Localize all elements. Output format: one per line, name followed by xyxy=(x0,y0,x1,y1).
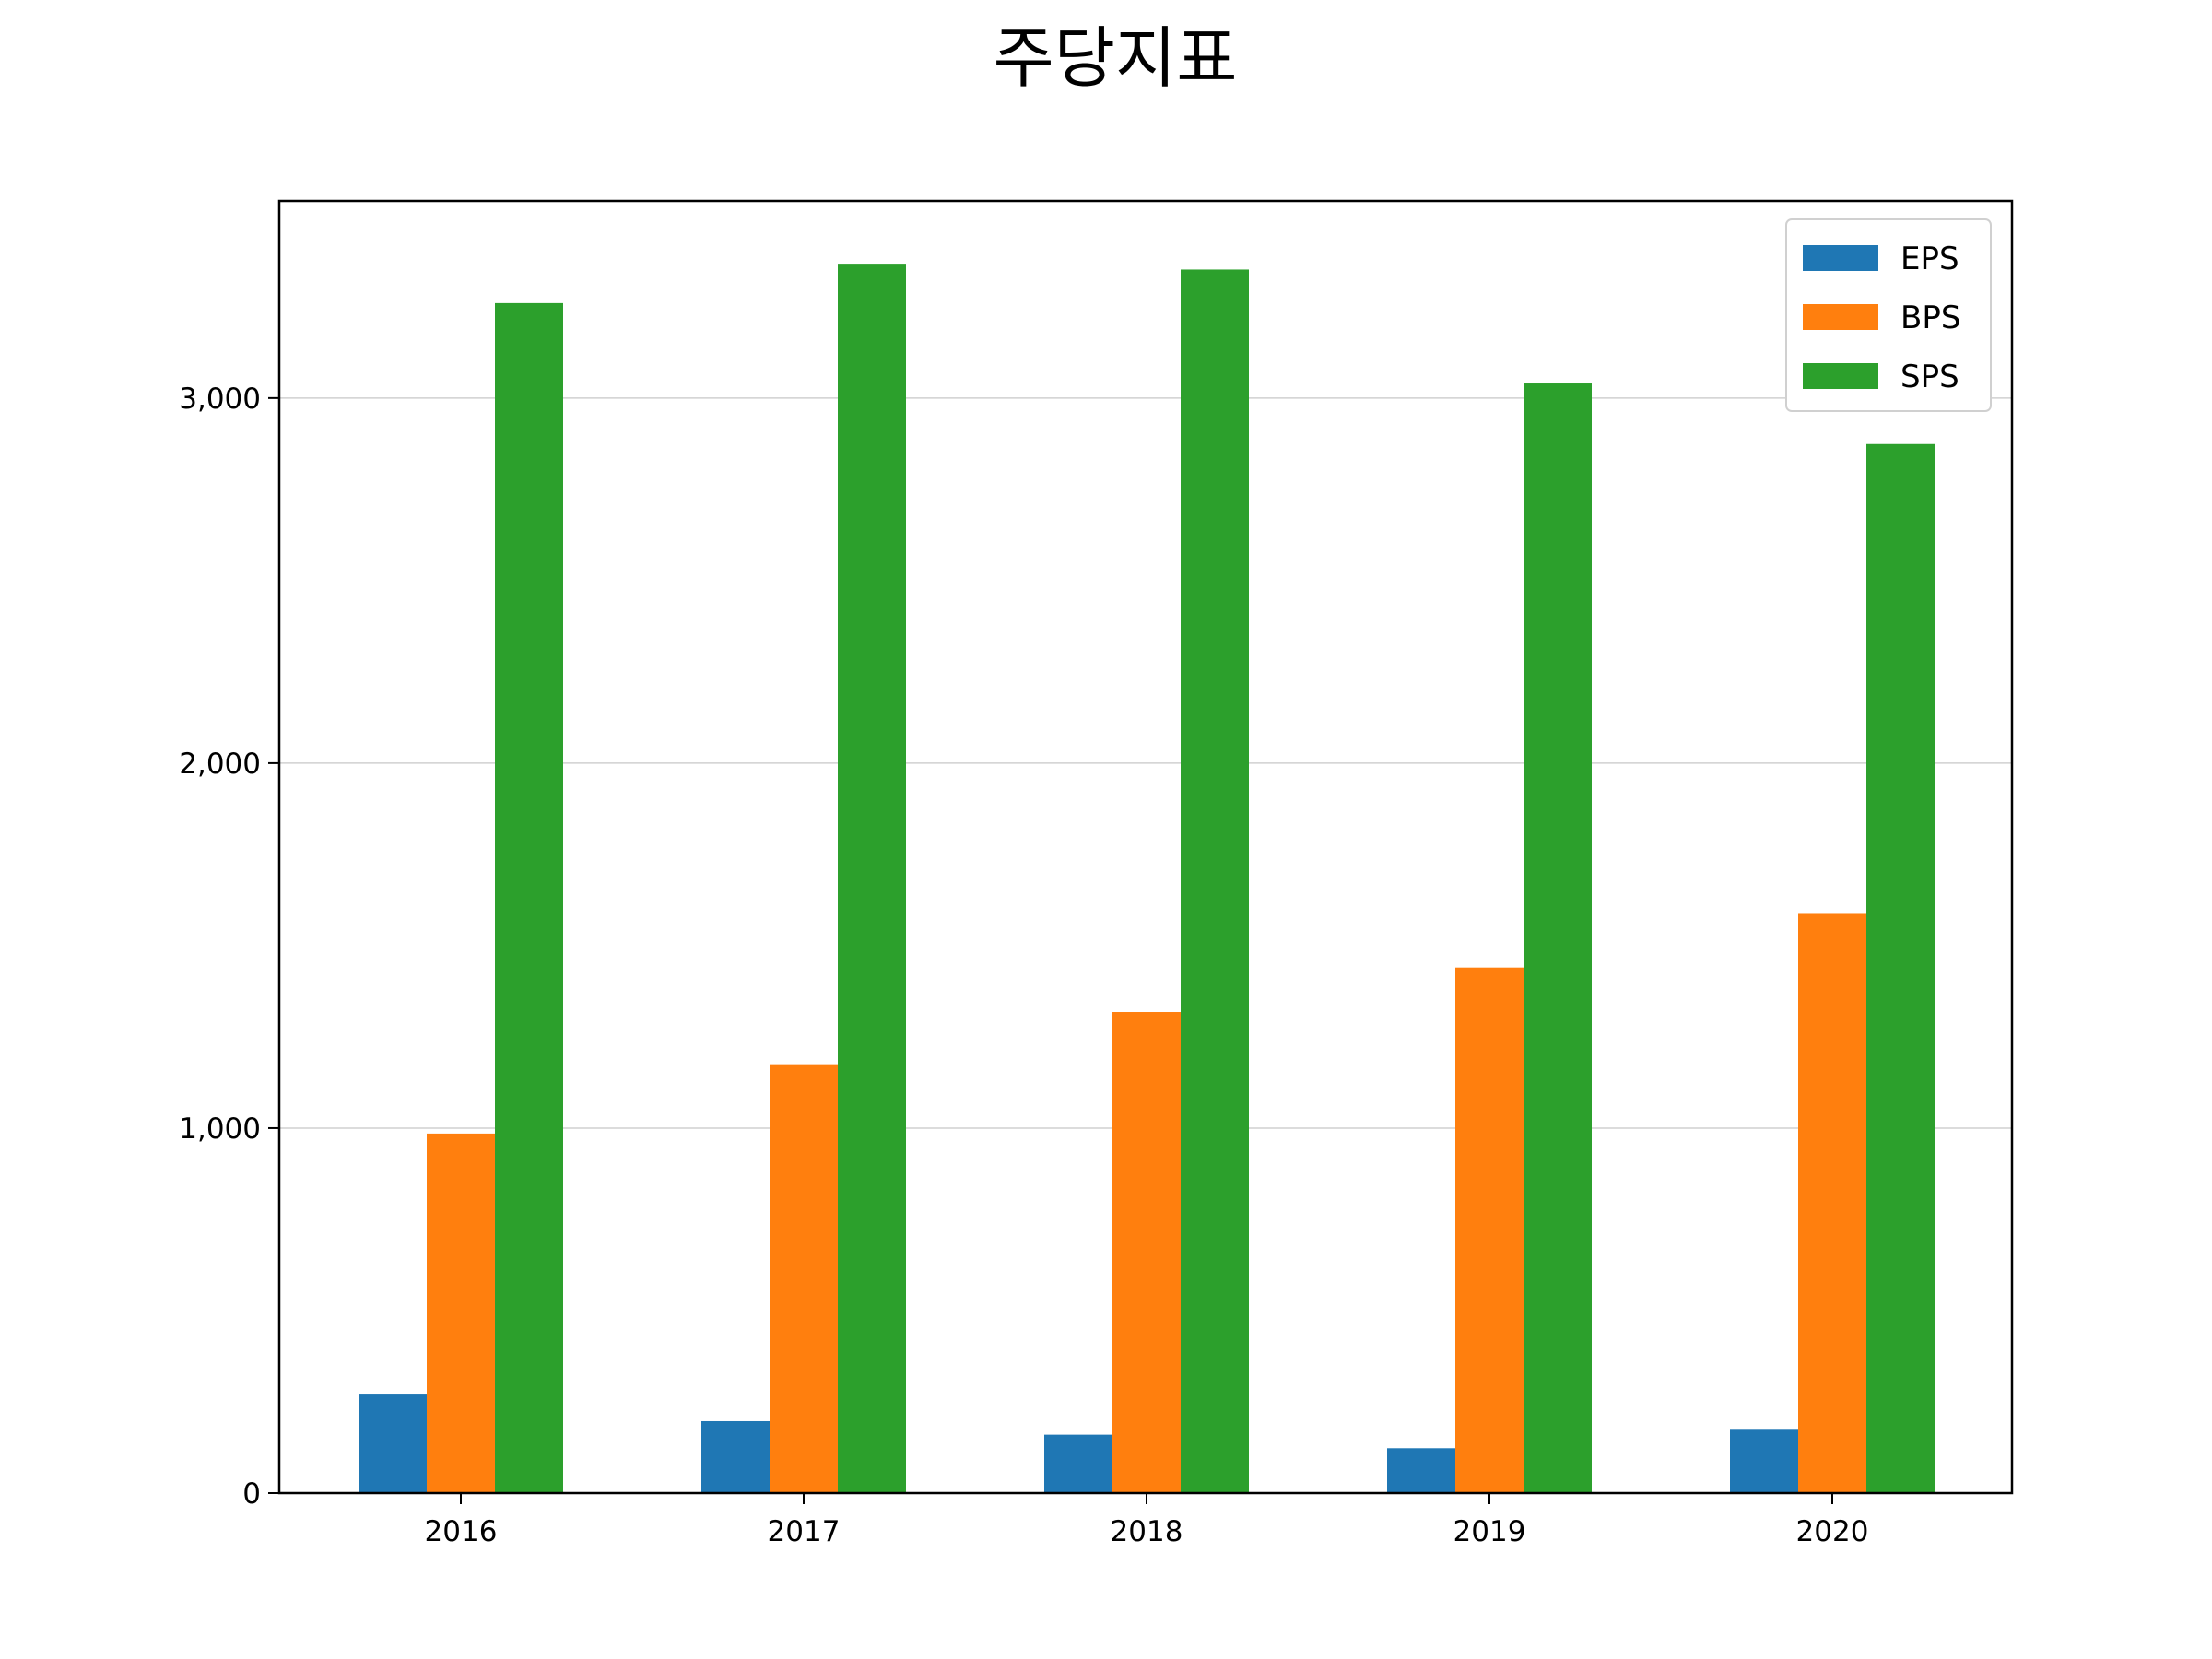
bar-eps-2017 xyxy=(701,1420,770,1493)
x-tick-label: 2020 xyxy=(1796,1515,1869,1548)
y-tick-label: 1,000 xyxy=(179,1112,261,1146)
bar-bps-2020 xyxy=(1798,913,1866,1493)
x-tick-label: 2019 xyxy=(1453,1515,1526,1548)
bar-sps-2017 xyxy=(838,264,906,1494)
bar-bps-2016 xyxy=(427,1133,495,1493)
legend-swatch-eps xyxy=(1803,245,1878,271)
legend-label-bps: BPS xyxy=(1900,300,1960,336)
x-axis: 2016 2017 2018 2019 2020 xyxy=(425,1493,1869,1548)
bar-eps-2018 xyxy=(1044,1434,1112,1493)
bar-eps-2019 xyxy=(1387,1448,1455,1493)
bar-eps-2016 xyxy=(359,1394,427,1493)
legend-label-eps: EPS xyxy=(1900,241,1959,277)
legend-swatch-bps xyxy=(1803,304,1878,330)
bar-sps-2019 xyxy=(1524,383,1592,1494)
bars xyxy=(359,264,1935,1494)
legend: EPS BPS SPS xyxy=(1785,218,1992,412)
y-axis: 0 1,000 2,000 3,000 xyxy=(179,382,279,1511)
y-tick-label: 3,000 xyxy=(179,382,261,416)
x-tick-label: 2017 xyxy=(768,1515,841,1548)
bar-bps-2017 xyxy=(770,1064,838,1493)
bar-sps-2020 xyxy=(1866,443,1935,1493)
chart-title: 주당지표 xyxy=(994,19,1238,97)
bar-sps-2016 xyxy=(495,302,563,1493)
x-tick-label: 2018 xyxy=(1111,1515,1183,1548)
x-tick-label: 2016 xyxy=(425,1515,498,1548)
bar-bps-2019 xyxy=(1455,967,1524,1493)
bar-eps-2020 xyxy=(1730,1429,1798,1493)
bar-sps-2018 xyxy=(1181,269,1249,1493)
legend-swatch-sps xyxy=(1803,363,1878,389)
y-tick-label: 2,000 xyxy=(179,747,261,781)
legend-label-sps: SPS xyxy=(1900,359,1959,395)
y-tick-label: 0 xyxy=(242,1477,261,1511)
bar-bps-2018 xyxy=(1112,1012,1181,1493)
